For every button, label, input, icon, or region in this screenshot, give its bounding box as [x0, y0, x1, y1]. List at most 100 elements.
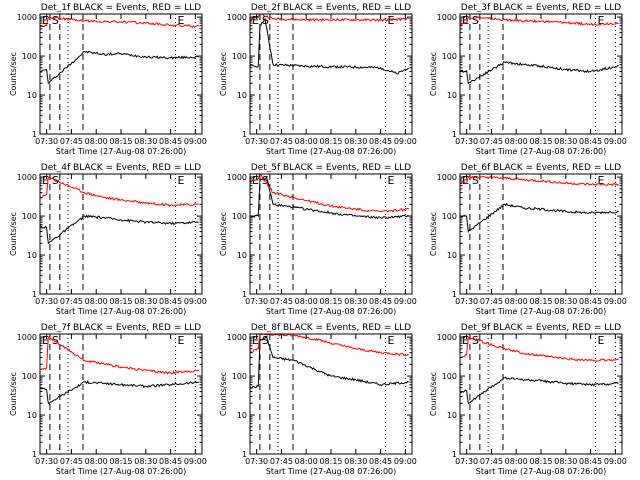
- panel-title: Det_2f BLACK = Events, RED = LLD: [251, 3, 411, 13]
- series-lld-line: [39, 15, 200, 28]
- x-tick-label: 08:00: [505, 137, 528, 146]
- series-events-line: [459, 202, 619, 234]
- x-axis-label: Start Time (27-Aug-08 07:26:00): [56, 467, 187, 476]
- y-tick-label: 1: [32, 290, 37, 299]
- x-tick-label: 08:45: [369, 137, 392, 146]
- marker-label: S: [52, 174, 59, 187]
- panel-title: Det_5f BLACK = Events, RED = LLD: [251, 163, 411, 173]
- marker-label: S: [472, 174, 479, 187]
- y-tick-label: 100: [232, 52, 247, 61]
- x-tick-label: 08:30: [134, 137, 157, 146]
- x-tick-label: 09:00: [184, 137, 207, 146]
- y-tick-label: 1: [452, 290, 457, 299]
- marker-label: E: [42, 14, 49, 27]
- series-lld-line: [459, 16, 619, 27]
- marker-label: E: [252, 14, 259, 27]
- x-tick-label: 07:45: [60, 297, 83, 306]
- x-axis-label: Start Time (27-Aug-08 07:26:00): [266, 467, 397, 476]
- x-tick-label: 07:30: [35, 137, 58, 146]
- x-tick-label: 08:45: [369, 297, 392, 306]
- plot-frame: [249, 13, 413, 135]
- x-tick-label: 09:00: [604, 297, 627, 306]
- marker-label: E: [388, 14, 395, 27]
- series-events-line: [39, 214, 199, 245]
- series-lld-line: [459, 335, 620, 363]
- x-tick-label: 09:00: [604, 457, 627, 466]
- x-tick-label: 08:30: [134, 297, 157, 306]
- y-tick-label: 100: [442, 212, 457, 221]
- series-lld-line: [249, 173, 410, 213]
- marker-label: E: [598, 14, 605, 27]
- x-tick-label: 08:45: [159, 457, 182, 466]
- y-tick-label: 10: [447, 411, 457, 420]
- plot-frame: [39, 173, 203, 295]
- x-tick-label: 07:45: [270, 137, 293, 146]
- y-tick-label: 1000: [227, 13, 247, 22]
- panel-title: Det_3f BLACK = Events, RED = LLD: [461, 3, 621, 13]
- y-tick-label: 100: [22, 52, 37, 61]
- panel-title: Det_7f BLACK = Events, RED = LLD: [41, 323, 201, 333]
- y-tick-label: 1000: [437, 333, 457, 342]
- x-tick-label: 08:15: [529, 457, 552, 466]
- y-tick-label: 100: [22, 372, 37, 381]
- y-tick-label: 100: [232, 212, 247, 221]
- y-tick-label: 10: [27, 251, 37, 260]
- x-tick-label: 09:00: [394, 457, 417, 466]
- panel-title: Det_8f BLACK = Events, RED = LLD: [251, 323, 411, 333]
- marker-label: E: [178, 14, 185, 27]
- series-events-line: [249, 17, 410, 75]
- x-tick-label: 08:00: [85, 457, 108, 466]
- plot-frame: [459, 333, 623, 455]
- marker-label: E: [598, 174, 605, 187]
- y-tick-label: 1000: [17, 173, 37, 182]
- y-tick-label: 1000: [227, 173, 247, 182]
- x-tick-label: 08:00: [295, 457, 318, 466]
- series-events-line: [249, 176, 410, 220]
- x-axis-label: Start Time (27-Aug-08 07:26:00): [266, 147, 397, 156]
- y-tick-label: 100: [232, 372, 247, 381]
- y-tick-label: 10: [447, 91, 457, 100]
- series-lld-line: [249, 13, 410, 23]
- marker-label: E: [178, 174, 185, 187]
- y-tick-label: 1: [242, 290, 247, 299]
- x-tick-label: 08:45: [579, 457, 602, 466]
- x-tick-label: 07:30: [455, 297, 478, 306]
- marker-label: S: [52, 14, 59, 27]
- x-tick-label: 08:15: [319, 297, 342, 306]
- x-tick-label: 08:00: [85, 137, 108, 146]
- x-tick-label: 08:15: [319, 457, 342, 466]
- x-tick-label: 09:00: [604, 137, 627, 146]
- y-tick-label: 10: [237, 91, 247, 100]
- x-tick-label: 08:30: [134, 457, 157, 466]
- x-tick-label: 08:15: [109, 297, 132, 306]
- y-axis-label: Counts/sec: [219, 372, 228, 416]
- series-lld-line: [39, 176, 199, 207]
- plot-frame: [39, 13, 203, 135]
- x-tick-label: 07:30: [455, 137, 478, 146]
- series-events-line: [39, 50, 199, 84]
- y-tick-label: 1: [242, 450, 247, 459]
- x-tick-label: 09:00: [394, 297, 417, 306]
- x-tick-label: 08:00: [85, 297, 108, 306]
- marker-label: E: [42, 334, 49, 347]
- marker-label: E: [388, 334, 395, 347]
- y-tick-label: 10: [237, 411, 247, 420]
- marker-label: E: [252, 334, 259, 347]
- y-tick-label: 1000: [17, 333, 37, 342]
- x-tick-label: 08:45: [579, 297, 602, 306]
- x-tick-label: 08:30: [344, 137, 367, 146]
- plot-frame: [249, 333, 413, 455]
- x-tick-label: 08:15: [529, 137, 552, 146]
- y-tick-label: 1000: [227, 333, 247, 342]
- y-tick-label: 1: [452, 130, 457, 139]
- series-events-line: [459, 61, 619, 85]
- y-tick-label: 100: [22, 212, 37, 221]
